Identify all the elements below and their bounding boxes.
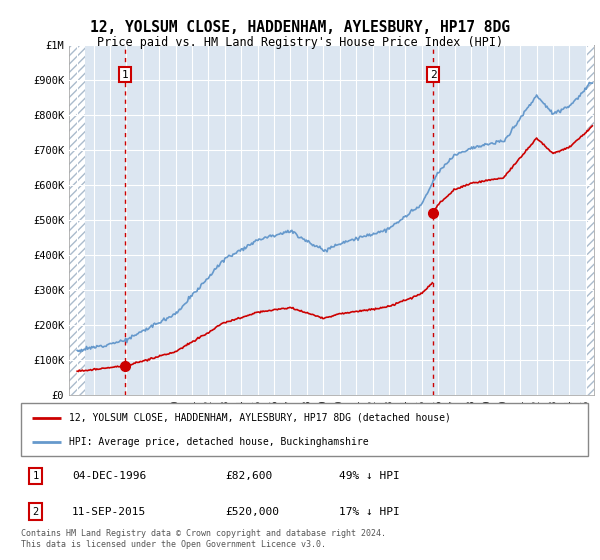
Text: 2: 2 [32,507,38,517]
Text: £82,600: £82,600 [225,471,272,481]
FancyBboxPatch shape [21,403,588,456]
Text: 2: 2 [430,69,437,80]
Bar [586,45,594,395]
Text: 17% ↓ HPI: 17% ↓ HPI [338,507,399,517]
Text: 1: 1 [32,471,38,481]
Text: 1: 1 [122,69,128,80]
Text: 12, YOLSUM CLOSE, HADDENHAM, AYLESBURY, HP17 8DG (detached house): 12, YOLSUM CLOSE, HADDENHAM, AYLESBURY, … [69,413,451,423]
Text: HPI: Average price, detached house, Buckinghamshire: HPI: Average price, detached house, Buck… [69,437,369,447]
Text: 11-SEP-2015: 11-SEP-2015 [72,507,146,517]
Text: 49% ↓ HPI: 49% ↓ HPI [338,471,399,481]
Text: 04-DEC-1996: 04-DEC-1996 [72,471,146,481]
Text: 12, YOLSUM CLOSE, HADDENHAM, AYLESBURY, HP17 8DG: 12, YOLSUM CLOSE, HADDENHAM, AYLESBURY, … [90,20,510,35]
Text: £520,000: £520,000 [225,507,279,517]
Bar [69,45,85,395]
Text: Contains HM Land Registry data © Crown copyright and database right 2024.
This d: Contains HM Land Registry data © Crown c… [21,529,386,549]
Text: Price paid vs. HM Land Registry's House Price Index (HPI): Price paid vs. HM Land Registry's House … [97,36,503,49]
